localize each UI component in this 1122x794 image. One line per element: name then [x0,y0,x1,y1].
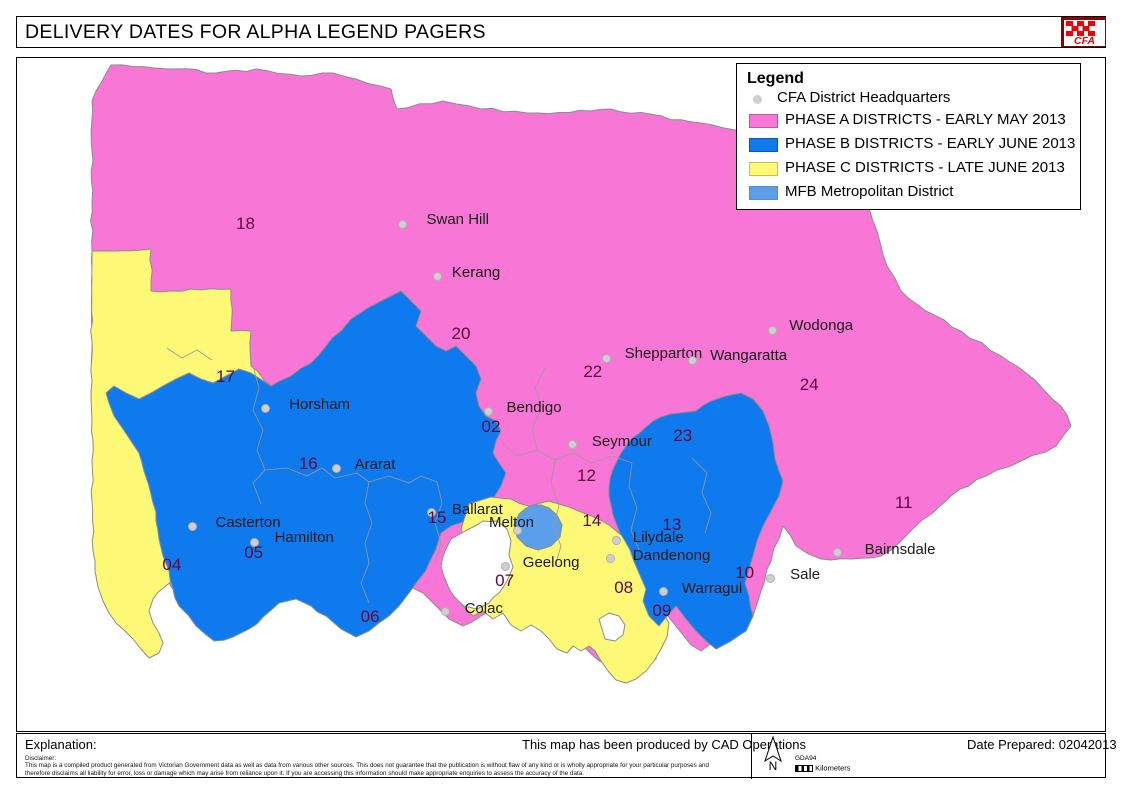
svg-text:CFA: CFA [1074,35,1095,46]
svg-text:N: N [769,759,778,771]
